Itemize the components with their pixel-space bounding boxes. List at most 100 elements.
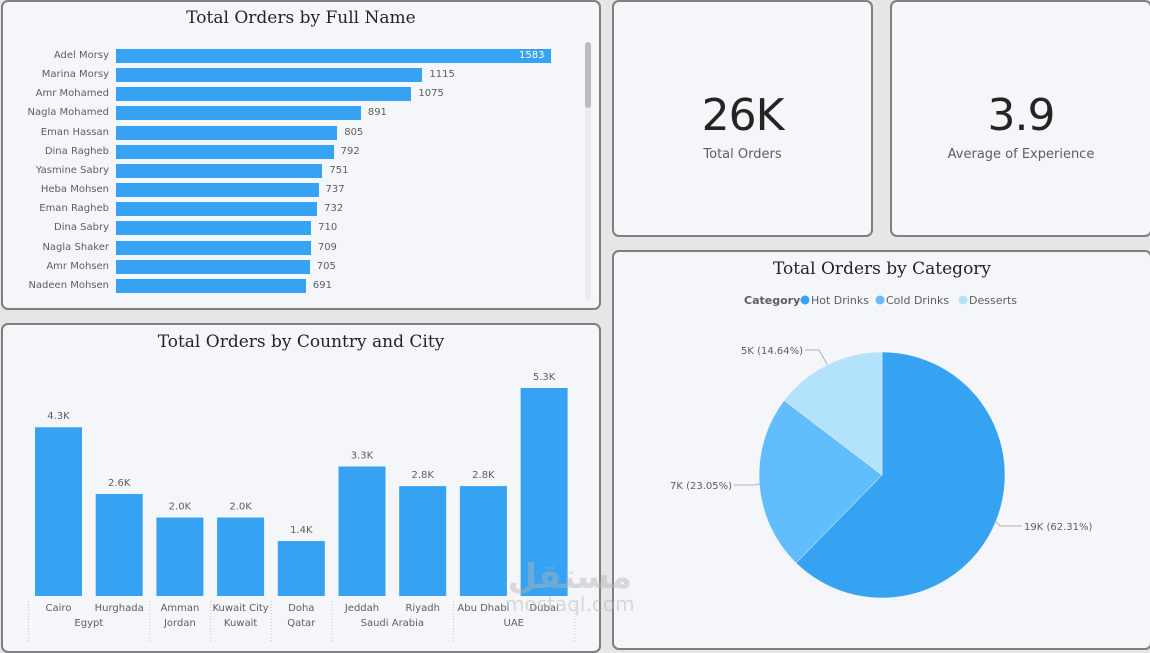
kpi-value-avg-experience: 3.9 xyxy=(987,90,1056,141)
kpi-card-total-orders: 26K Total Orders xyxy=(612,0,873,237)
column-bar[interactable] xyxy=(399,486,447,596)
column-data-label: 5.3K xyxy=(533,372,556,383)
orders-by-category-title: Total Orders by Category xyxy=(772,259,992,279)
pie-leader-line xyxy=(805,349,828,366)
bar-label: Adel Morsy xyxy=(53,50,109,61)
bar[interactable] xyxy=(116,125,338,140)
city-tick-label: Dubai xyxy=(529,603,558,614)
bar[interactable] xyxy=(116,144,334,159)
watermark-arabic: مستقل xyxy=(507,557,632,597)
bar[interactable] xyxy=(116,221,312,236)
bar[interactable] xyxy=(116,49,551,63)
column-bar[interactable] xyxy=(277,541,325,596)
bar-data-label: 805 xyxy=(344,126,364,138)
column-bar[interactable] xyxy=(35,427,82,596)
legend-marker xyxy=(958,295,968,305)
pie-data-label: 5K (14.64%) xyxy=(741,346,803,357)
orders-by-category-chart: Category Hot Drinks Cold Drinks Desserts 19K… xyxy=(670,294,1092,599)
column-data-label: 1.4K xyxy=(290,525,313,536)
kpi-value-total-orders: 26K xyxy=(701,90,785,141)
bar-label: Yasmine Sabry xyxy=(35,164,109,176)
bar-data-label: 1075 xyxy=(418,88,444,100)
pie-slice[interactable] xyxy=(795,351,1006,599)
column-data-label: 2.6K xyxy=(108,478,131,489)
bar[interactable] xyxy=(116,202,318,217)
city-tick-label: Amman xyxy=(161,603,200,614)
pie-slice[interactable] xyxy=(783,351,883,476)
column-bar[interactable] xyxy=(459,486,507,596)
bar-label: Nagla Mohamed xyxy=(27,107,110,119)
column-bar[interactable] xyxy=(338,466,386,596)
country-tick-label: Saudi Arabia xyxy=(361,618,424,629)
country-tick-label: Jordan xyxy=(163,618,196,629)
kpi-label-avg-experience: Average of Experience xyxy=(947,147,1095,162)
bar[interactable] xyxy=(116,278,306,293)
city-tick-label: Kuwait City xyxy=(213,603,269,614)
legend-item[interactable]: Cold Drinks xyxy=(886,294,949,307)
column-bar[interactable] xyxy=(95,493,143,596)
bar-data-label: 737 xyxy=(325,184,345,196)
column-data-label: 2.0K xyxy=(169,502,192,513)
legend-title: Category xyxy=(744,294,800,307)
kpi-card-avg-experience: 3.9 Average of Experience xyxy=(890,0,1150,237)
orders-by-category-panel: Total Orders by Category Category Hot Dri… xyxy=(612,250,1150,650)
column-data-label: 3.3K xyxy=(351,450,374,461)
pie-data-label: 19K (62.31%) xyxy=(1024,522,1092,533)
orders-by-country-city-chart: 4.3K Cairo 2.6K Hurghada 2.0K Amman 2.0K Kuwait… xyxy=(28,372,576,643)
scrollbar-track[interactable] xyxy=(585,42,591,300)
column-data-label: 2.8K xyxy=(411,470,434,481)
bar[interactable] xyxy=(116,87,412,102)
bar[interactable] xyxy=(116,259,310,274)
column-data-label: 2.0K xyxy=(229,502,252,513)
bar-data-label: 751 xyxy=(329,164,349,176)
bar-data-label: 691 xyxy=(312,279,332,291)
legend-item[interactable]: Desserts xyxy=(969,294,1017,307)
pie-slice[interactable] xyxy=(758,400,883,564)
legend-item[interactable]: Hot Drinks xyxy=(811,294,869,307)
column-bar[interactable] xyxy=(217,517,265,596)
column-bar[interactable] xyxy=(156,517,204,596)
bar-data-label: 732 xyxy=(324,203,344,215)
bar-data-label: 891 xyxy=(367,107,387,119)
bar[interactable] xyxy=(116,183,319,198)
column-data-label: 4.3K xyxy=(47,411,70,422)
country-tick-label: Kuwait xyxy=(224,618,257,629)
scrollbar-thumb[interactable] xyxy=(585,42,591,108)
legend-marker xyxy=(875,295,885,305)
legend-marker xyxy=(800,295,810,305)
bar-data-label: 710 xyxy=(318,222,338,234)
bar-data-label: 709 xyxy=(317,241,337,253)
bar-label: Nagla Shaker xyxy=(42,241,109,253)
city-tick-label: Hurghada xyxy=(95,603,144,614)
city-tick-label: Jeddah xyxy=(344,603,379,614)
orders-by-country-city-title: Total Orders by Country and City xyxy=(157,332,445,352)
city-tick-label: Cairo xyxy=(46,603,72,614)
bar-label: Marina Morsy xyxy=(41,69,109,81)
country-tick-label: UAE xyxy=(504,618,524,629)
bar-data-label: 705 xyxy=(316,260,336,272)
bar-data-label: 1115 xyxy=(429,69,455,81)
city-tick-label: Abu Dhabi xyxy=(457,603,509,614)
bar-label: Dina Sabry xyxy=(54,222,109,234)
country-tick-label: Egypt xyxy=(74,618,103,629)
bar-data-label: 792 xyxy=(340,145,360,157)
orders-by-country-city-panel: Total Orders by Country and City 4.3K Cai… xyxy=(1,323,601,653)
bar[interactable] xyxy=(116,163,323,178)
city-tick-label: Riyadh xyxy=(405,603,439,614)
bar-label: Amr Mohsen xyxy=(46,260,109,272)
pie-data-label: 7K (23.05%) xyxy=(670,481,732,492)
pie-leader-line xyxy=(734,483,760,486)
column-bar[interactable] xyxy=(520,388,568,596)
orders-by-name-panel: Total Orders by Full Name Adel Morsy 1583… xyxy=(1,0,601,310)
pie-leader-line xyxy=(995,521,1022,527)
watermark: مستقل mostaql.com xyxy=(505,560,635,614)
bar-label: Eman Hassan xyxy=(40,126,109,138)
bar-label: Eman Ragheb xyxy=(39,203,109,215)
bar[interactable] xyxy=(116,106,361,121)
bar[interactable] xyxy=(116,68,423,83)
bar[interactable] xyxy=(116,240,311,255)
bar-label: Nadeen Mohsen xyxy=(28,279,109,291)
country-tick-label: Qatar xyxy=(287,618,316,629)
column-data-label: 2.8K xyxy=(472,470,495,481)
orders-by-name-title: Total Orders by Full Name xyxy=(186,8,416,28)
